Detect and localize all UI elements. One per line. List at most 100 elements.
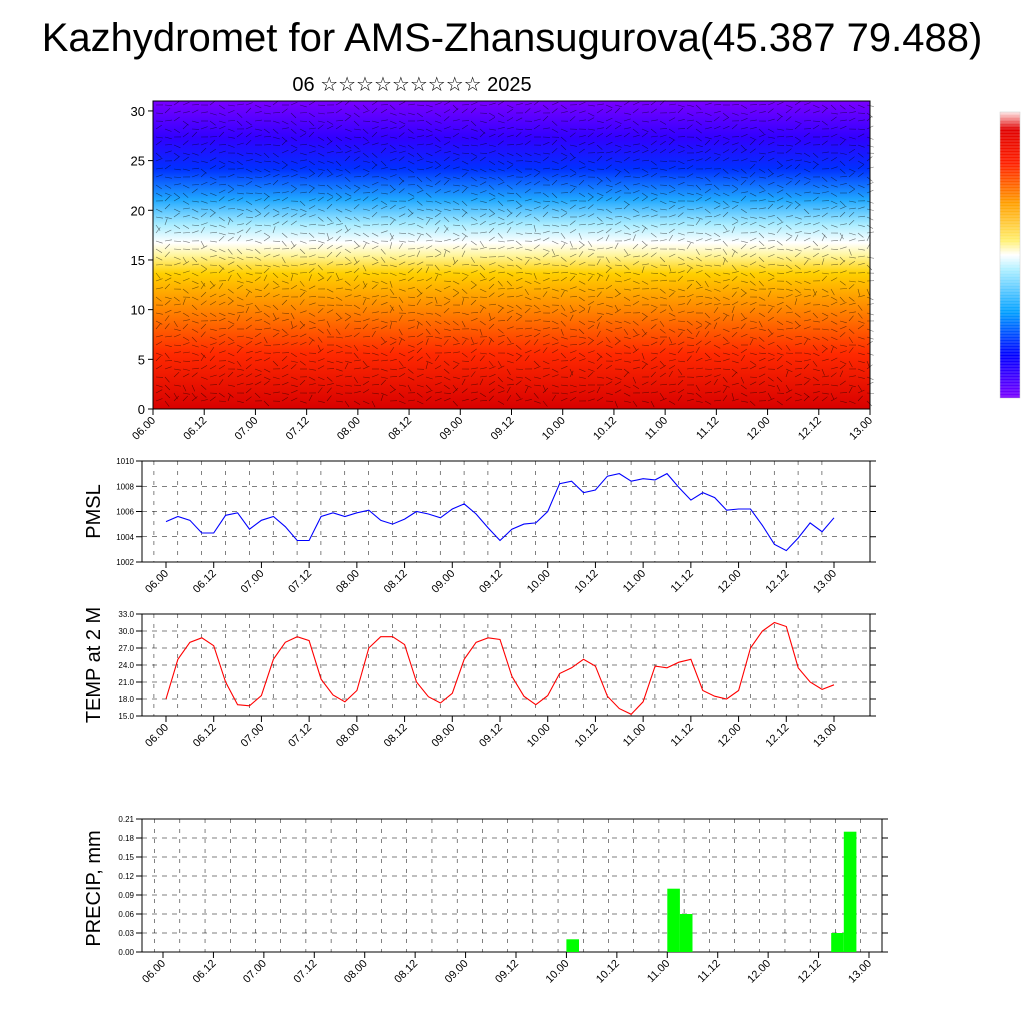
wind-barb xyxy=(344,375,352,378)
wind-barb xyxy=(776,296,784,299)
wind-barb xyxy=(299,360,306,366)
wind-barb xyxy=(677,395,683,402)
wind-barb xyxy=(344,280,351,286)
wind-barb xyxy=(506,376,514,381)
pressure-y-tick-label: 1010 xyxy=(116,457,134,466)
wind-barb xyxy=(182,323,189,330)
wind-barb xyxy=(749,381,757,386)
wind-barb xyxy=(857,160,865,165)
wind-barb xyxy=(740,333,748,338)
wind-barb xyxy=(335,400,343,403)
wind-barb xyxy=(344,155,351,162)
pressure-x-tick-label: 08.00 xyxy=(334,568,362,596)
wind-barb xyxy=(191,296,199,301)
wind-barb xyxy=(506,315,513,322)
wind-barb xyxy=(857,376,865,379)
wind-barb xyxy=(182,270,190,274)
wind-barb xyxy=(488,112,496,117)
wind-barb xyxy=(614,207,622,210)
wind-barb xyxy=(173,192,180,198)
wind-barb xyxy=(677,256,685,261)
wind-barb xyxy=(443,285,451,290)
wind-barb xyxy=(398,288,406,292)
wind-barb xyxy=(227,371,234,378)
wind-barb xyxy=(173,328,181,331)
wind-barb xyxy=(785,116,792,122)
wind-barb xyxy=(254,213,262,218)
wind-barb xyxy=(443,398,451,402)
wind-barb xyxy=(407,112,415,116)
wind-barb xyxy=(470,348,477,354)
wind-barb xyxy=(263,160,271,163)
wind-barb xyxy=(389,256,397,261)
precip-x-tick-label: 09.00 xyxy=(443,958,471,986)
heatmap-y-tick-label: 30 xyxy=(131,104,145,119)
wind-barb xyxy=(155,158,163,162)
wind-barb xyxy=(407,276,414,282)
wind-barb xyxy=(821,207,829,210)
wind-barb xyxy=(713,232,721,238)
wind-barb xyxy=(191,131,198,138)
wind-barb xyxy=(200,256,208,261)
wind-barb xyxy=(470,342,478,346)
wind-barb xyxy=(785,264,792,270)
wind-barb xyxy=(515,180,522,186)
wind-barb xyxy=(659,128,668,130)
wind-barb xyxy=(821,107,828,114)
wind-barb xyxy=(299,128,307,133)
wind-barb xyxy=(848,144,857,146)
wind-barb xyxy=(668,149,676,154)
wind-barb xyxy=(623,144,631,147)
wind-barb xyxy=(434,160,441,166)
wind-barb xyxy=(173,272,181,276)
wind-barb xyxy=(425,320,432,327)
wind-barb xyxy=(659,192,667,195)
wind-barb xyxy=(425,120,432,126)
wind-barb xyxy=(407,399,415,402)
wind-barb xyxy=(731,205,739,210)
wind-barb xyxy=(173,371,180,378)
wind-barb xyxy=(335,384,343,387)
wind-barb xyxy=(758,168,766,173)
wind-barb xyxy=(524,386,529,394)
wind-barb xyxy=(605,216,613,220)
temperature-x-tick-label: 13.00 xyxy=(811,722,839,750)
wind-barb xyxy=(596,152,605,154)
wind-barb xyxy=(605,133,613,138)
wind-barb xyxy=(677,320,686,322)
wind-barb xyxy=(695,232,704,234)
wind-barb xyxy=(785,327,793,330)
wind-barb xyxy=(245,303,253,306)
wind-barb xyxy=(299,280,305,287)
wind-barb xyxy=(560,328,564,336)
wind-barb xyxy=(524,248,532,251)
wind-barb xyxy=(218,104,225,110)
wind-barb xyxy=(605,228,612,234)
wind-barb xyxy=(380,392,388,396)
wind-barb xyxy=(506,326,514,330)
wind-barb xyxy=(461,243,467,250)
wind-barb xyxy=(632,143,640,146)
wind-barb xyxy=(200,147,207,154)
wind-barb xyxy=(524,198,532,202)
wind-barb xyxy=(236,152,244,157)
wind-barb xyxy=(182,373,190,378)
precip-x-tick-label: 13.00 xyxy=(846,958,874,986)
wind-barb xyxy=(155,352,163,356)
precip-x-tick-label: 12.12 xyxy=(796,958,824,986)
wind-barb xyxy=(614,242,619,250)
wind-barb xyxy=(281,295,289,298)
wind-barb xyxy=(569,260,576,266)
wind-barb xyxy=(560,365,568,370)
wind-barb xyxy=(236,382,244,386)
wind-barb xyxy=(218,205,226,210)
temperature-y-tick-label: 27.0 xyxy=(118,644,134,653)
wind-barb xyxy=(407,312,416,314)
wind-barb xyxy=(686,231,694,234)
wind-barb xyxy=(218,160,226,165)
wind-barb xyxy=(353,275,359,282)
wind-barb xyxy=(344,400,350,407)
pressure-x-tick-label: 09.00 xyxy=(429,568,457,596)
wind-barb xyxy=(479,400,488,402)
wind-barb xyxy=(290,320,294,328)
